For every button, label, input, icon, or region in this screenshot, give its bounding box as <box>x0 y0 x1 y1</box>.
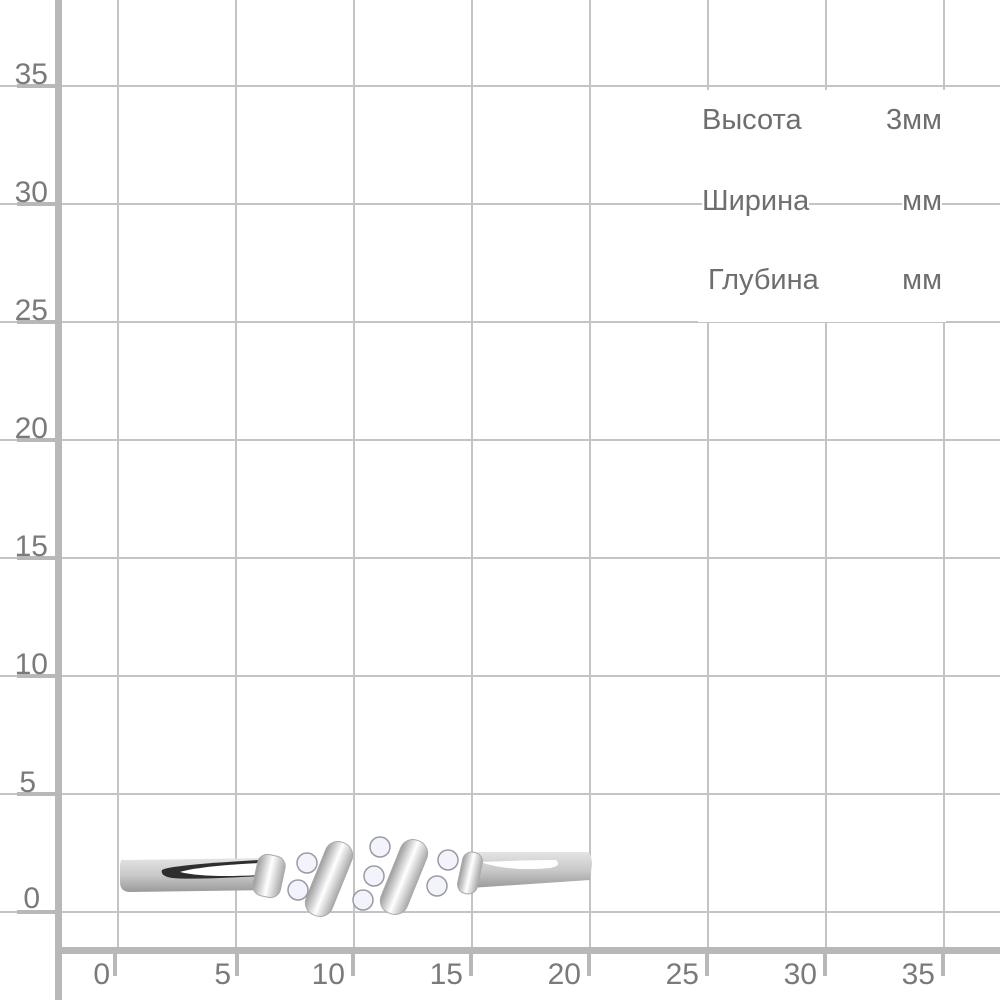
x-tick-label: 20 <box>547 958 581 991</box>
grid-line <box>471 0 473 948</box>
x-tick-label: 10 <box>311 958 345 991</box>
grid-line <box>0 85 1000 87</box>
x-tick-label: 5 <box>214 958 231 991</box>
y-tick <box>17 84 57 88</box>
grid-line <box>0 203 1000 205</box>
y-tick <box>17 792 57 796</box>
grid-line <box>0 793 1000 795</box>
y-tick-label: 30 <box>14 176 48 209</box>
x-tick <box>235 954 239 976</box>
y-tick <box>17 202 57 206</box>
grid-line <box>0 911 1000 913</box>
y-tick-label: 5 <box>19 766 36 799</box>
y-tick-label: 25 <box>14 294 48 327</box>
y-tick <box>17 438 57 442</box>
x-tick <box>113 954 117 976</box>
y-axis <box>55 0 62 1000</box>
y-tick <box>17 320 57 324</box>
grid-line <box>707 0 709 948</box>
dimension-value: мм <box>902 264 942 296</box>
x-tick <box>705 954 709 976</box>
x-tick <box>941 954 945 976</box>
grid-line <box>825 0 827 948</box>
grid-line <box>117 0 119 948</box>
y-tick-label: 10 <box>14 648 48 681</box>
x-tick-label: 15 <box>429 958 463 991</box>
y-tick <box>17 910 57 914</box>
y-tick-label: 20 <box>14 412 48 445</box>
grid-line <box>0 557 1000 559</box>
dimension-label: Глубина <box>708 264 819 296</box>
grid-line <box>698 203 946 205</box>
y-tick-label: 35 <box>14 58 48 91</box>
grid-line <box>0 321 1000 323</box>
x-tick <box>351 954 355 976</box>
x-tick <box>823 954 827 976</box>
x-tick-label: 30 <box>783 958 817 991</box>
grid-line <box>353 0 355 948</box>
dimension-label: Высота <box>702 104 802 136</box>
x-tick <box>587 954 591 976</box>
grid-line <box>589 0 591 948</box>
y-tick <box>17 674 57 678</box>
dimensions-panel: Высота 3мм Ширина мм Глубина мм <box>698 90 946 322</box>
dimension-value: 3мм <box>885 104 942 136</box>
grid-line <box>235 0 237 948</box>
grid-line <box>0 675 1000 677</box>
y-tick <box>17 556 57 560</box>
dimension-value: мм <box>902 185 942 218</box>
x-tick <box>469 954 473 976</box>
ring-image <box>120 836 592 917</box>
x-axis <box>55 947 1000 954</box>
x-tick-label: 0 <box>93 958 110 991</box>
grid-line <box>0 439 1000 441</box>
y-tick-label: 15 <box>14 530 48 563</box>
y-tick-label: 0 <box>23 882 40 915</box>
grid-line <box>943 0 945 948</box>
dimension-label: Ширина <box>702 185 810 218</box>
x-tick-label: 35 <box>901 958 935 991</box>
x-tick-label: 25 <box>665 958 699 991</box>
